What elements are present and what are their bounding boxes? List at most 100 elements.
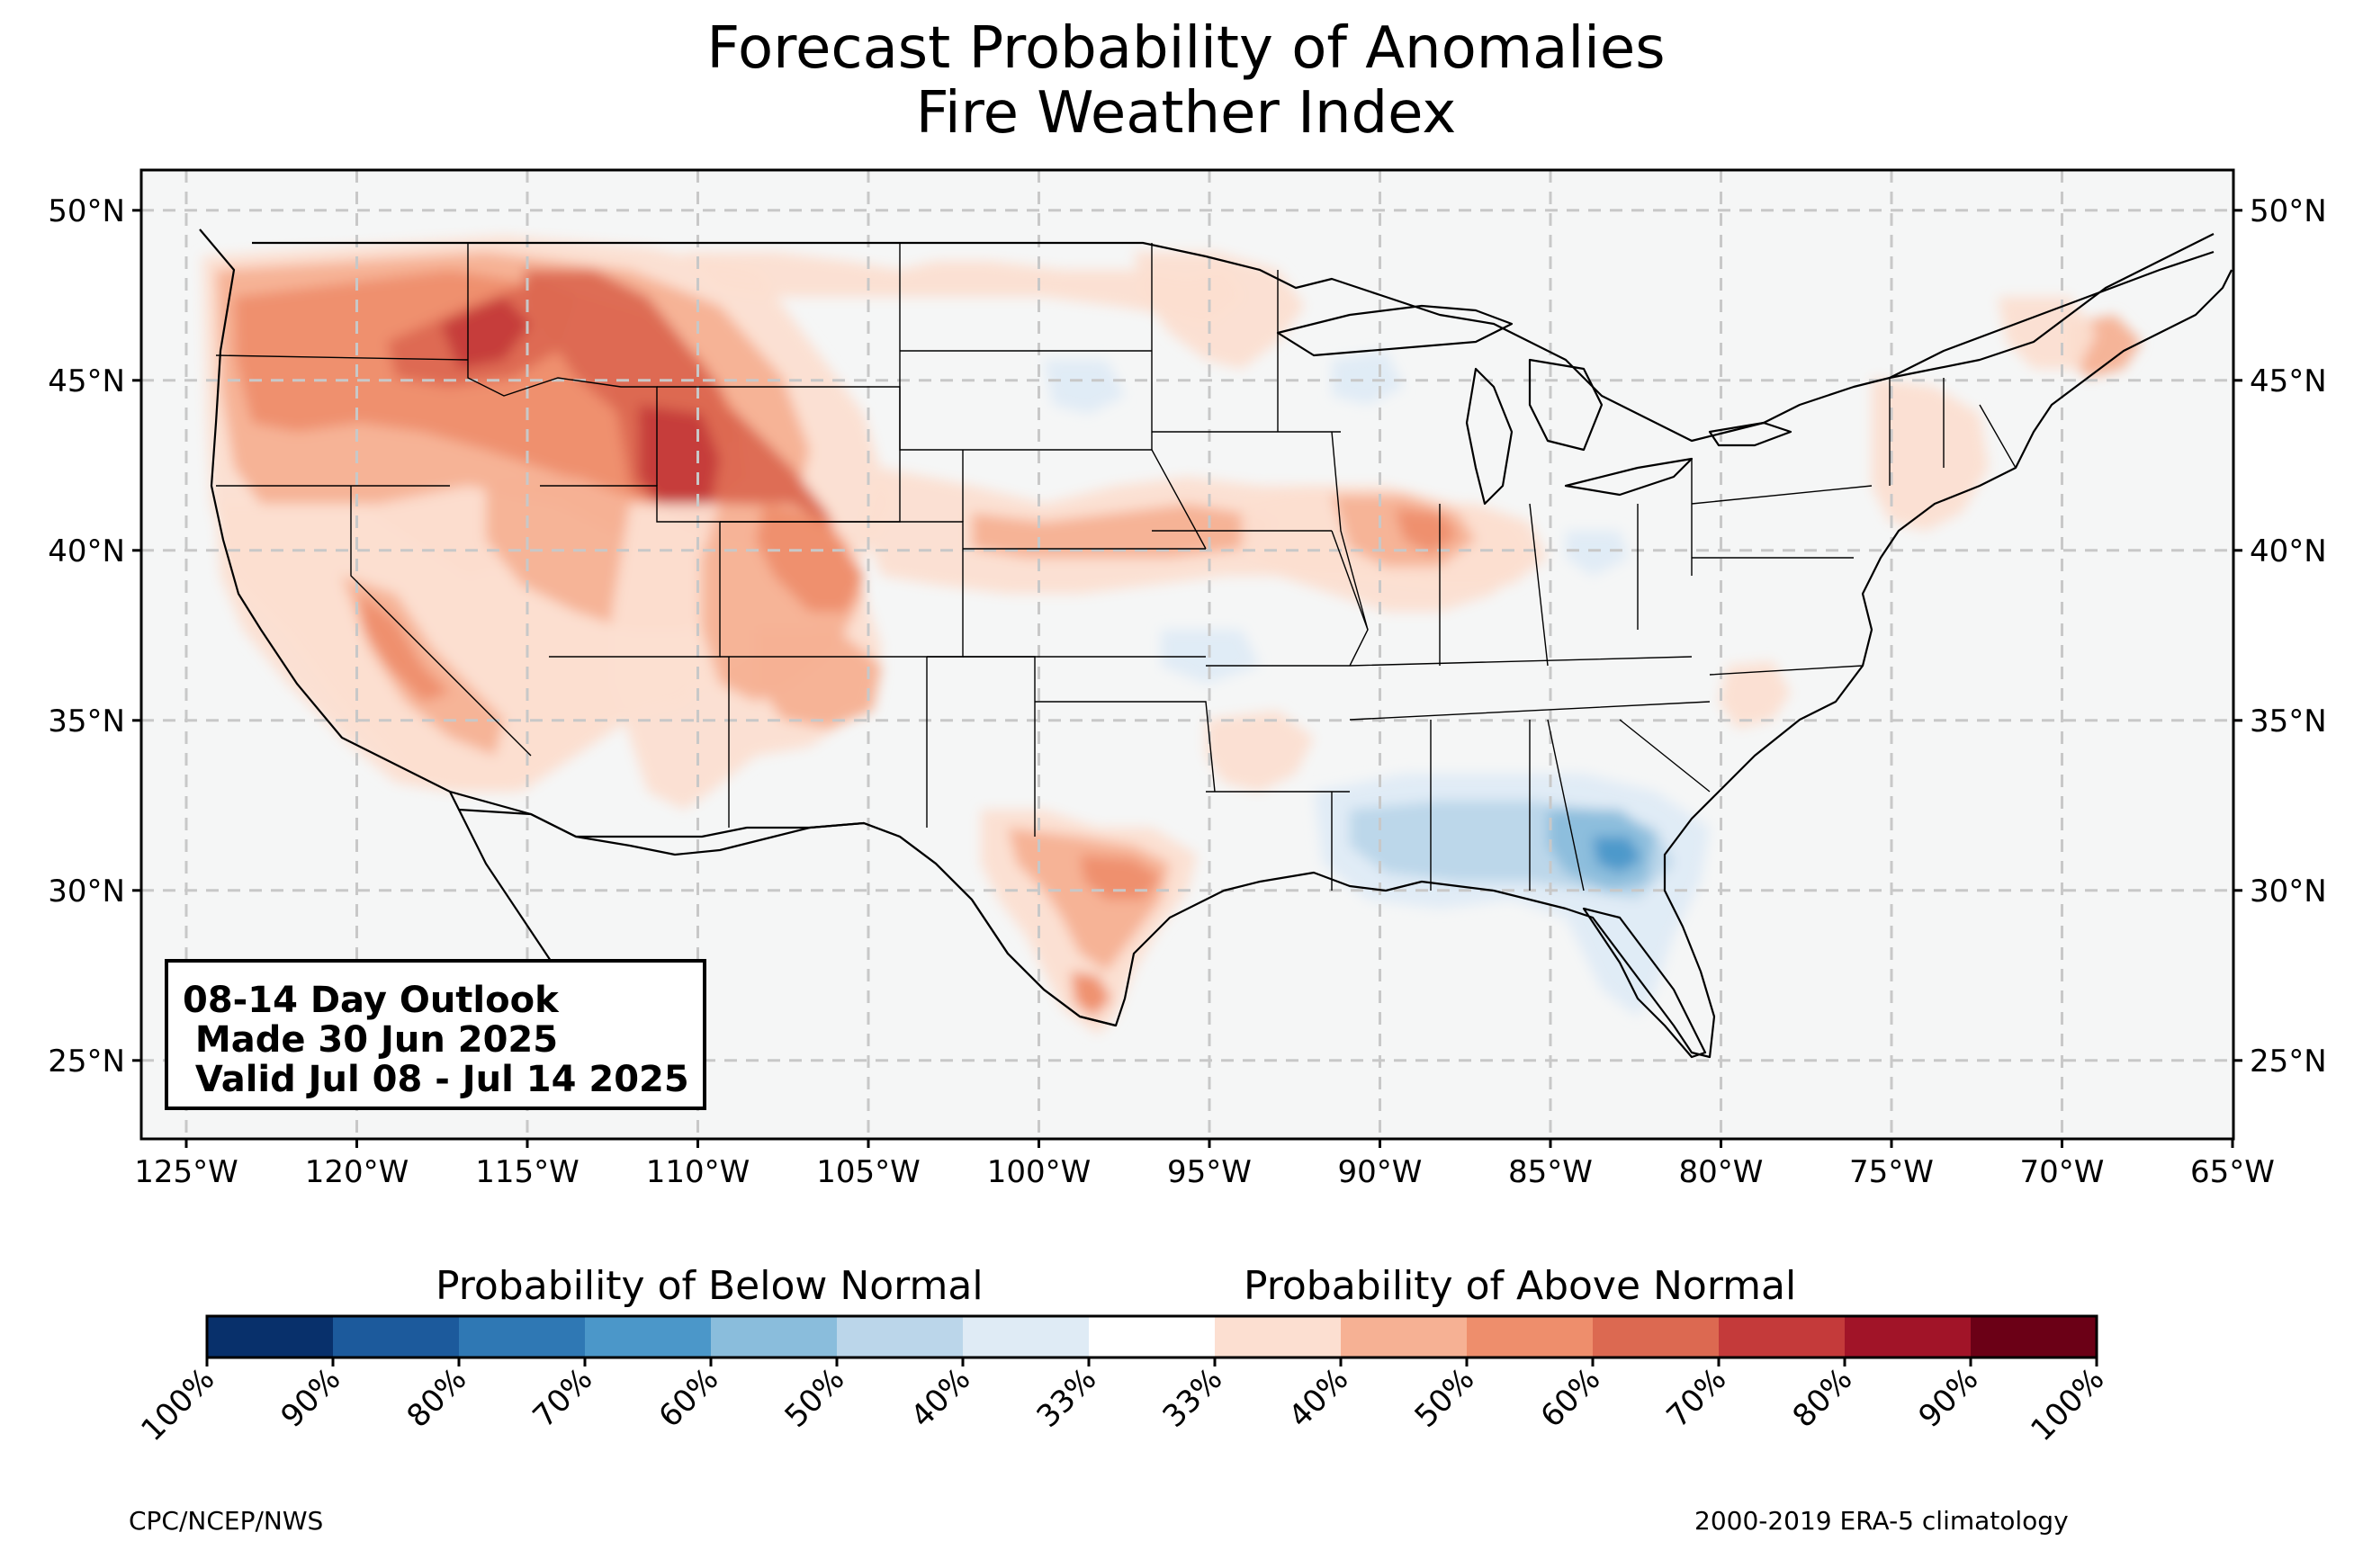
colorbar-tick-label: 40% [1282, 1361, 1356, 1435]
footer-source: CPC/NCEP/NWS [129, 1506, 324, 1536]
outlook-line-1: 08-14 Day Outlook [183, 980, 559, 1021]
colorbar-tick-label: 50% [1408, 1361, 1482, 1435]
latitude-axis: 50°N 50°N 45°N 45°N 40°N 40°N 35°N 35°N 30°N 30°N… [48, 193, 2326, 1080]
state-line-new-england [1889, 378, 2017, 486]
colorbar-tick-label: 100% [134, 1361, 221, 1448]
footer-climatology: 2000-2019 ERA-5 climatology [1694, 1506, 2069, 1536]
state-line-az-nm [728, 657, 928, 828]
outlook-info-box: 08-14 Day Outlook Made 30 Jun 2025 Valid… [165, 959, 706, 1110]
colorbar-tick-label: 100% [2024, 1361, 2111, 1448]
colorbar-swatch [459, 1316, 586, 1357]
outlook-line-2: Made 30 Jun 2025 [183, 1019, 559, 1061]
colorbar-tick-label: 90% [1912, 1361, 1986, 1435]
colorbar-swatch [837, 1316, 964, 1357]
state-line-ok-tx [927, 656, 1216, 837]
lat-label-left: 40°N [48, 533, 125, 569]
below-40-ohio-valley [1566, 531, 1629, 576]
below-40-great-lakes [1332, 351, 1404, 405]
lon-label: 90°W [1338, 1154, 1423, 1190]
above-50-plains-band [972, 504, 1278, 558]
lake-huron [1528, 358, 1604, 452]
colorbar-swatch [1215, 1316, 1342, 1357]
lat-label-right: 40°N [2250, 533, 2327, 569]
state-line-dakotas [899, 243, 1153, 451]
lon-label: 70°W [2020, 1154, 2105, 1190]
above-80-wyoming [639, 405, 720, 513]
state-line-nv [350, 486, 532, 757]
colorbar-tick-label: 70% [526, 1361, 600, 1435]
outlook-line-3: Valid Jul 08 - Jul 14 2025 [183, 1059, 689, 1100]
colorbar-swatch [1593, 1316, 1720, 1357]
colorbar-below-label: Probability of Below Normal [436, 1263, 984, 1309]
colorbar-tick-label: 90% [274, 1361, 348, 1435]
colorbar-tick-label: 33% [1030, 1361, 1104, 1435]
above-40-northern-plains [684, 252, 1242, 324]
colorbar-swatch [963, 1316, 1090, 1357]
above-50-new-mexico [756, 630, 882, 729]
lat-label-left: 50°N [48, 193, 125, 229]
colorbar-tick-label: 60% [652, 1361, 726, 1435]
lake-ontario [1708, 421, 1792, 447]
lat-label-right: 30°N [2250, 874, 2327, 909]
state-line-wi-il-in [1331, 431, 1549, 667]
longitude-axis: 125°W 120°W 115°W 110°W 105°W 100°W 95°W 90°W 85… [134, 1139, 2275, 1190]
colorbar-swatch [1341, 1316, 1468, 1357]
probability-shading [202, 236, 2142, 1035]
colorbar-swatch [1845, 1316, 1972, 1357]
lat-label-left: 25°N [48, 1044, 125, 1080]
above-40-ozarks [1206, 711, 1314, 792]
colorbar-above-label: Probability of Above Normal [1244, 1263, 1797, 1309]
colorbar: 100% 90% 80% 70% 60% 50% 40% 33% 33% 40% 50% 60% 70%… [134, 1314, 2111, 1448]
below-70-georgia [1593, 837, 1642, 873]
lat-label-right: 50°N [2250, 193, 2327, 229]
coastline-and-borders [199, 228, 2233, 1080]
above-80-idaho [441, 297, 531, 369]
lon-label: 110°W [646, 1154, 750, 1190]
state-lines [215, 243, 2017, 892]
lon-label: 115°W [475, 1154, 580, 1190]
colorbar-tick-label: 40% [904, 1361, 978, 1435]
lon-label: 80°W [1679, 1154, 1764, 1190]
colorbar-swatch [585, 1316, 712, 1357]
lat-label-right: 25°N [2250, 1044, 2327, 1080]
colorbar-tick-label: 50% [778, 1361, 852, 1435]
canada-east-coast [1889, 250, 2215, 379]
colorbar-swatch [1467, 1316, 1594, 1357]
colorbar-swatch [1719, 1316, 1846, 1357]
colorbar-swatch [1089, 1316, 1216, 1357]
state-line-oh-pa-ny [1637, 459, 1873, 630]
lon-label: 125°W [134, 1154, 238, 1190]
state-line-ut [540, 485, 721, 658]
lake-erie [1564, 457, 1694, 497]
colorbar-frame [205, 1314, 2098, 1359]
colorbar-swatch [333, 1316, 460, 1357]
lon-label: 65°W [2190, 1154, 2275, 1190]
lake-michigan [1465, 367, 1514, 506]
above-60-sierra [360, 594, 450, 702]
mexico-border [449, 790, 1117, 1027]
lat-label-left: 45°N [48, 363, 125, 399]
lon-label: 95°W [1167, 1154, 1252, 1190]
colorbar-tick-label: 33% [1156, 1361, 1230, 1435]
lon-label: 120°W [305, 1154, 409, 1190]
above-60-texas [1080, 855, 1161, 900]
above-60-illinois [1395, 508, 1458, 553]
colorbar-swatch [207, 1316, 334, 1357]
lat-label-right: 45°N [2250, 363, 2327, 399]
lon-label: 75°W [1849, 1154, 1934, 1190]
above-60-south-texas [1071, 972, 1111, 1017]
state-line-ne-ks [962, 449, 1207, 658]
above-40-new-york-pa [1872, 378, 1989, 531]
lake-superior [1276, 304, 1514, 357]
state-line-ga-sc-nc [1547, 665, 1864, 892]
state-line-tn-ky [1349, 656, 1711, 721]
state-line-la-ms-al [1331, 720, 1531, 891]
lon-label: 100°W [987, 1154, 1092, 1190]
colorbar-tick-label: 80% [400, 1361, 474, 1435]
above-60-colorado [756, 504, 864, 612]
state-line-wa-or [215, 354, 469, 361]
florida [1582, 907, 1707, 1059]
above-40-minnesota [1134, 252, 1305, 369]
colorbar-swatch [711, 1316, 838, 1357]
